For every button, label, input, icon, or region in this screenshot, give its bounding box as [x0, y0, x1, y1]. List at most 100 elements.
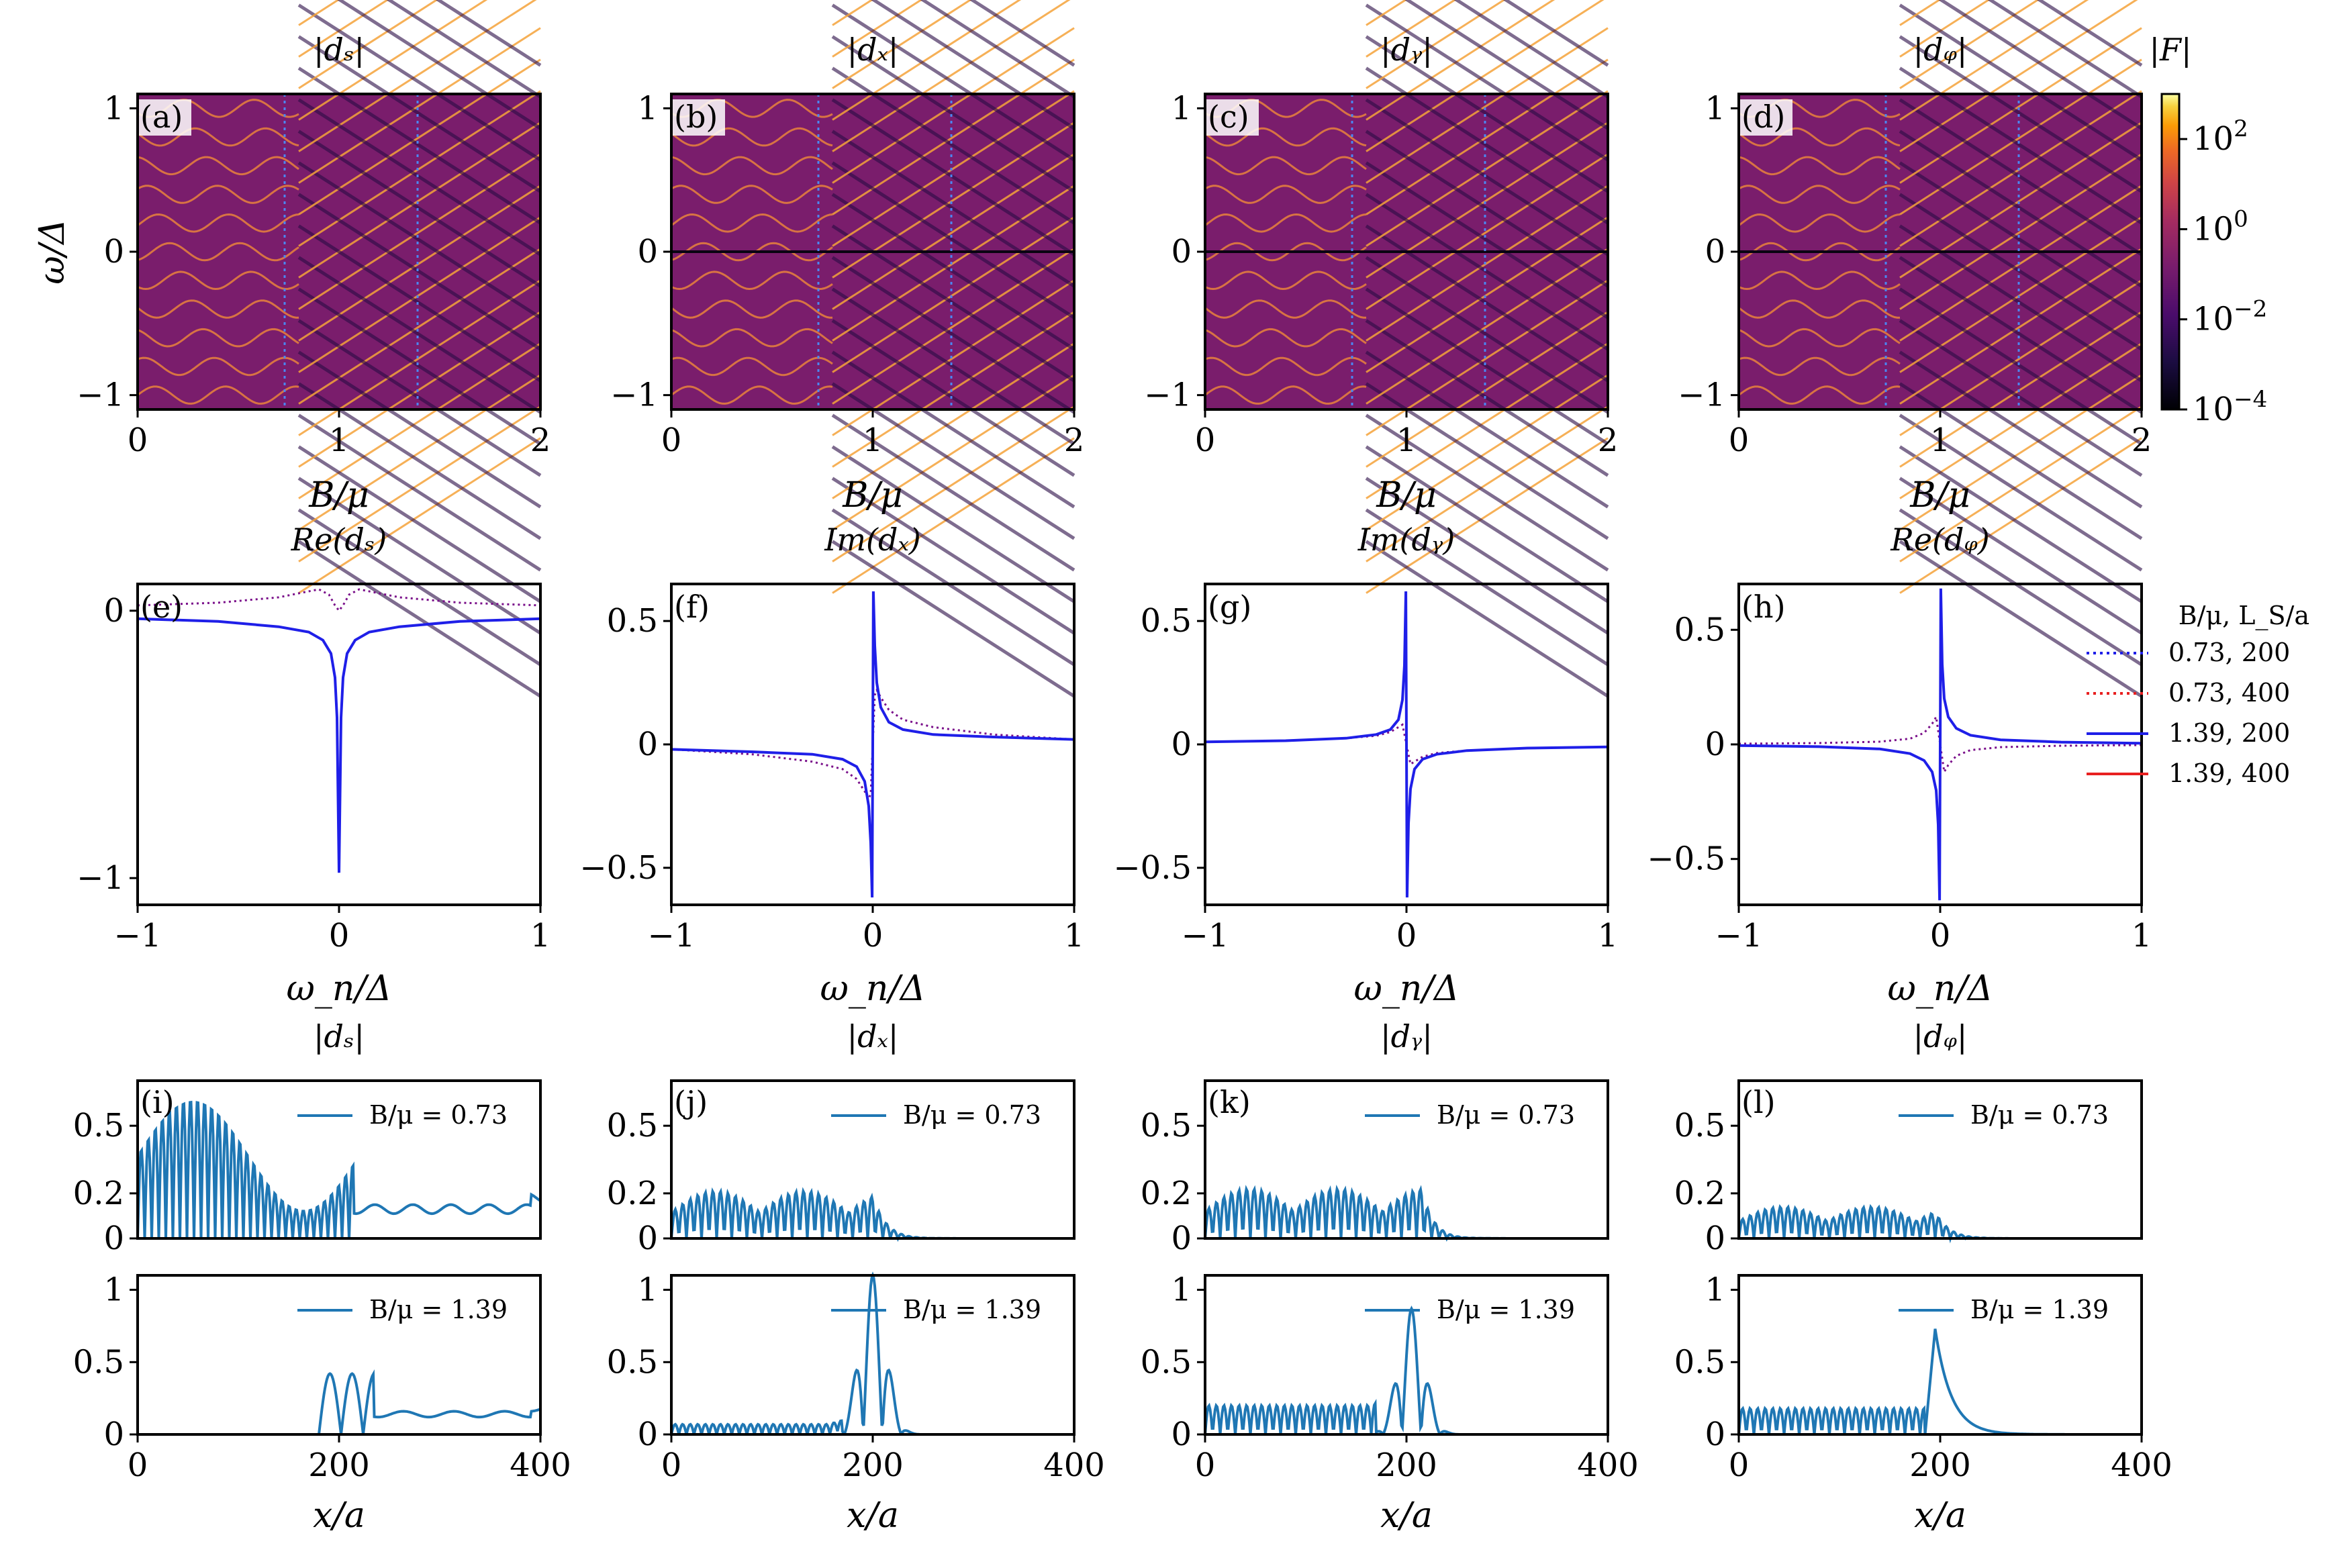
profile-k2-ytick-label: 1 — [1171, 1271, 1192, 1309]
heatmap-b-xlabel: B/μ — [842, 475, 903, 516]
heatmap-b-band — [671, 213, 833, 233]
profile-l-frame — [1737, 1079, 2143, 1240]
heatmap-d-valley — [1938, 0, 2143, 130]
profile-k2-ytick-label: 0.5 — [1141, 1343, 1192, 1381]
heatmap-b-valley — [831, 3, 1075, 162]
heatmap-b-band — [671, 242, 833, 262]
lineplot-h-series-0-73-200 — [1738, 714, 2142, 775]
heatmap-a-valley — [386, 0, 542, 99]
lineplot-g-panel-label: (g) — [1208, 589, 1251, 625]
heatmap-d-band — [1738, 242, 1901, 262]
legend-label: 0.73, 200 — [2168, 638, 2290, 667]
heatmap-b-band — [671, 385, 833, 405]
heatmap-a-xtick-label: 0 — [128, 422, 148, 459]
heatmap-a-valley — [297, 161, 542, 320]
heatmap-d-valley — [1899, 540, 2143, 698]
heatmap-b-valley — [831, 193, 1075, 351]
heatmap-d-valley — [2036, 0, 2143, 67]
profile-j2-xtick-label: 0 — [661, 1447, 682, 1484]
heatmap-a-valley — [297, 224, 542, 383]
lineplot-h-ytick-label: 0 — [1705, 726, 1725, 763]
heatmap-d-valley — [1899, 35, 2143, 193]
heatmap-d-ytick-label: −1 — [1678, 377, 1725, 414]
profile-j2-xlabel: x/a — [847, 1496, 899, 1536]
profile-i2-ytick-label: 0 — [103, 1416, 124, 1453]
lineplot-e-xtick-label: −1 — [114, 917, 162, 954]
heatmap-d-band — [1738, 213, 1901, 233]
profile-l-ytick-label: 0.2 — [1674, 1175, 1725, 1212]
profile-i2-xtick-label: 200 — [308, 1447, 370, 1484]
profile-i2-ytick-label: 1 — [103, 1271, 124, 1309]
heatmap-b-ytick-label: 1 — [637, 89, 658, 127]
heatmap-ylabel: ω/Δ — [32, 219, 73, 284]
lineplot-g-ytick-label: 0.5 — [1141, 602, 1192, 640]
profile-j2-ytick-label: 0 — [637, 1416, 658, 1453]
heatmap-b-valley — [870, 0, 1075, 130]
profile-k-ytick-label: 0.5 — [1141, 1107, 1192, 1144]
heatmap-b-band — [671, 185, 833, 204]
heatmap-a-xtick-label: 1 — [329, 422, 350, 459]
lineplot-g-ytick-label: −0.5 — [1113, 849, 1192, 887]
lineplot-e-panel-label: (e) — [140, 589, 183, 625]
heatmap-a-valley — [297, 350, 542, 509]
heatmap-d-valley — [1899, 508, 2143, 667]
heatmap-c-valley — [1365, 319, 1609, 477]
heatmap-a-ytick-label: 0 — [103, 233, 124, 271]
heatmap-b-valley — [831, 130, 1075, 288]
profile-k2-xtick-label: 0 — [1195, 1447, 1216, 1484]
lineplot-h-xtick-label: 1 — [2132, 917, 2152, 954]
profile-l2-xtick-label: 400 — [2111, 1447, 2172, 1484]
lineplot-f-ytick-label: 0.5 — [607, 602, 658, 640]
heatmap-c-panel-label: (c) — [1208, 99, 1249, 135]
profile-i2-xtick-label: 0 — [128, 1447, 148, 1484]
heatmap-b-title: |dₓ| — [847, 32, 899, 68]
profile-i-ytick-label: 0.5 — [73, 1107, 124, 1144]
heatmap-d-ytick-label: 0 — [1705, 233, 1725, 271]
heatmap-b-xtick-label: 2 — [1064, 422, 1085, 459]
heatmap-d-valley — [1899, 350, 2143, 509]
heatmap-c-band — [1204, 356, 1367, 377]
heatmap-a-valley — [297, 540, 542, 698]
heatmap-b-band — [671, 156, 833, 176]
lineplot-g-series-1-39-200 — [1204, 591, 1609, 898]
heatmap-c-band — [1204, 242, 1367, 262]
heatmap-c-band — [1204, 156, 1367, 176]
heatmap-b-valley — [831, 256, 1075, 414]
heatmap-c-band — [1204, 213, 1367, 233]
heatmap-c-panel-label-bg — [1206, 99, 1259, 136]
heatmap-d-panel-label: (d) — [1741, 99, 1785, 135]
heatmap-c-xlabel: B/μ — [1376, 475, 1437, 516]
lineplot-f-xtick-label: 1 — [1064, 917, 1085, 954]
heatmap-b-band — [671, 328, 833, 348]
heatmap-d-xlabel: B/μ — [1909, 475, 1970, 516]
profile-k-title: |dᵧ| — [1380, 1018, 1433, 1055]
heatmap-c-xtick-label: 2 — [1598, 422, 1619, 459]
profile-j-legend-label: B/μ = 0.73 — [903, 1100, 1041, 1130]
lineplot-h-xtick-label: 0 — [1930, 917, 1951, 954]
heatmap-a-valley — [297, 130, 542, 288]
profile-l2-xlabel: x/a — [1914, 1496, 1966, 1536]
heatmap-b-band — [671, 271, 833, 291]
profile-l2-series — [1737, 1328, 2142, 1436]
profile-j-frame — [670, 1079, 1075, 1240]
lineplot-h-title: Re(dᵩ) — [1890, 522, 1989, 558]
heatmap-d-band — [1738, 356, 1901, 377]
profile-j2-legend-label: B/μ = 1.39 — [903, 1295, 1041, 1324]
lineplot-h-xtick-label: −1 — [1715, 917, 1763, 954]
heatmap-d-band — [1738, 299, 1900, 319]
lineplot-e-series-1-39-200 — [137, 617, 541, 873]
heatmap-a-valley — [297, 477, 542, 635]
heatmap-b-valley — [831, 161, 1075, 320]
profile-i-frame — [136, 1079, 542, 1240]
lineplot-h-panel-label: (h) — [1741, 589, 1786, 625]
heatmap-b-valley — [831, 98, 1075, 256]
profile-l-panel-label: (l) — [1741, 1084, 1776, 1120]
profile-k2-ytick-label: 0 — [1171, 1416, 1192, 1453]
heatmap-a-xlabel: B/μ — [308, 475, 369, 516]
heatmap-a-panel-label-bg — [139, 99, 191, 136]
heatmap-c-ytick-label: 0 — [1171, 233, 1192, 271]
profile-i2-legend-label: B/μ = 1.39 — [369, 1295, 508, 1324]
heatmap-a-band — [137, 356, 299, 377]
heatmap-d-valley — [1987, 0, 2143, 99]
